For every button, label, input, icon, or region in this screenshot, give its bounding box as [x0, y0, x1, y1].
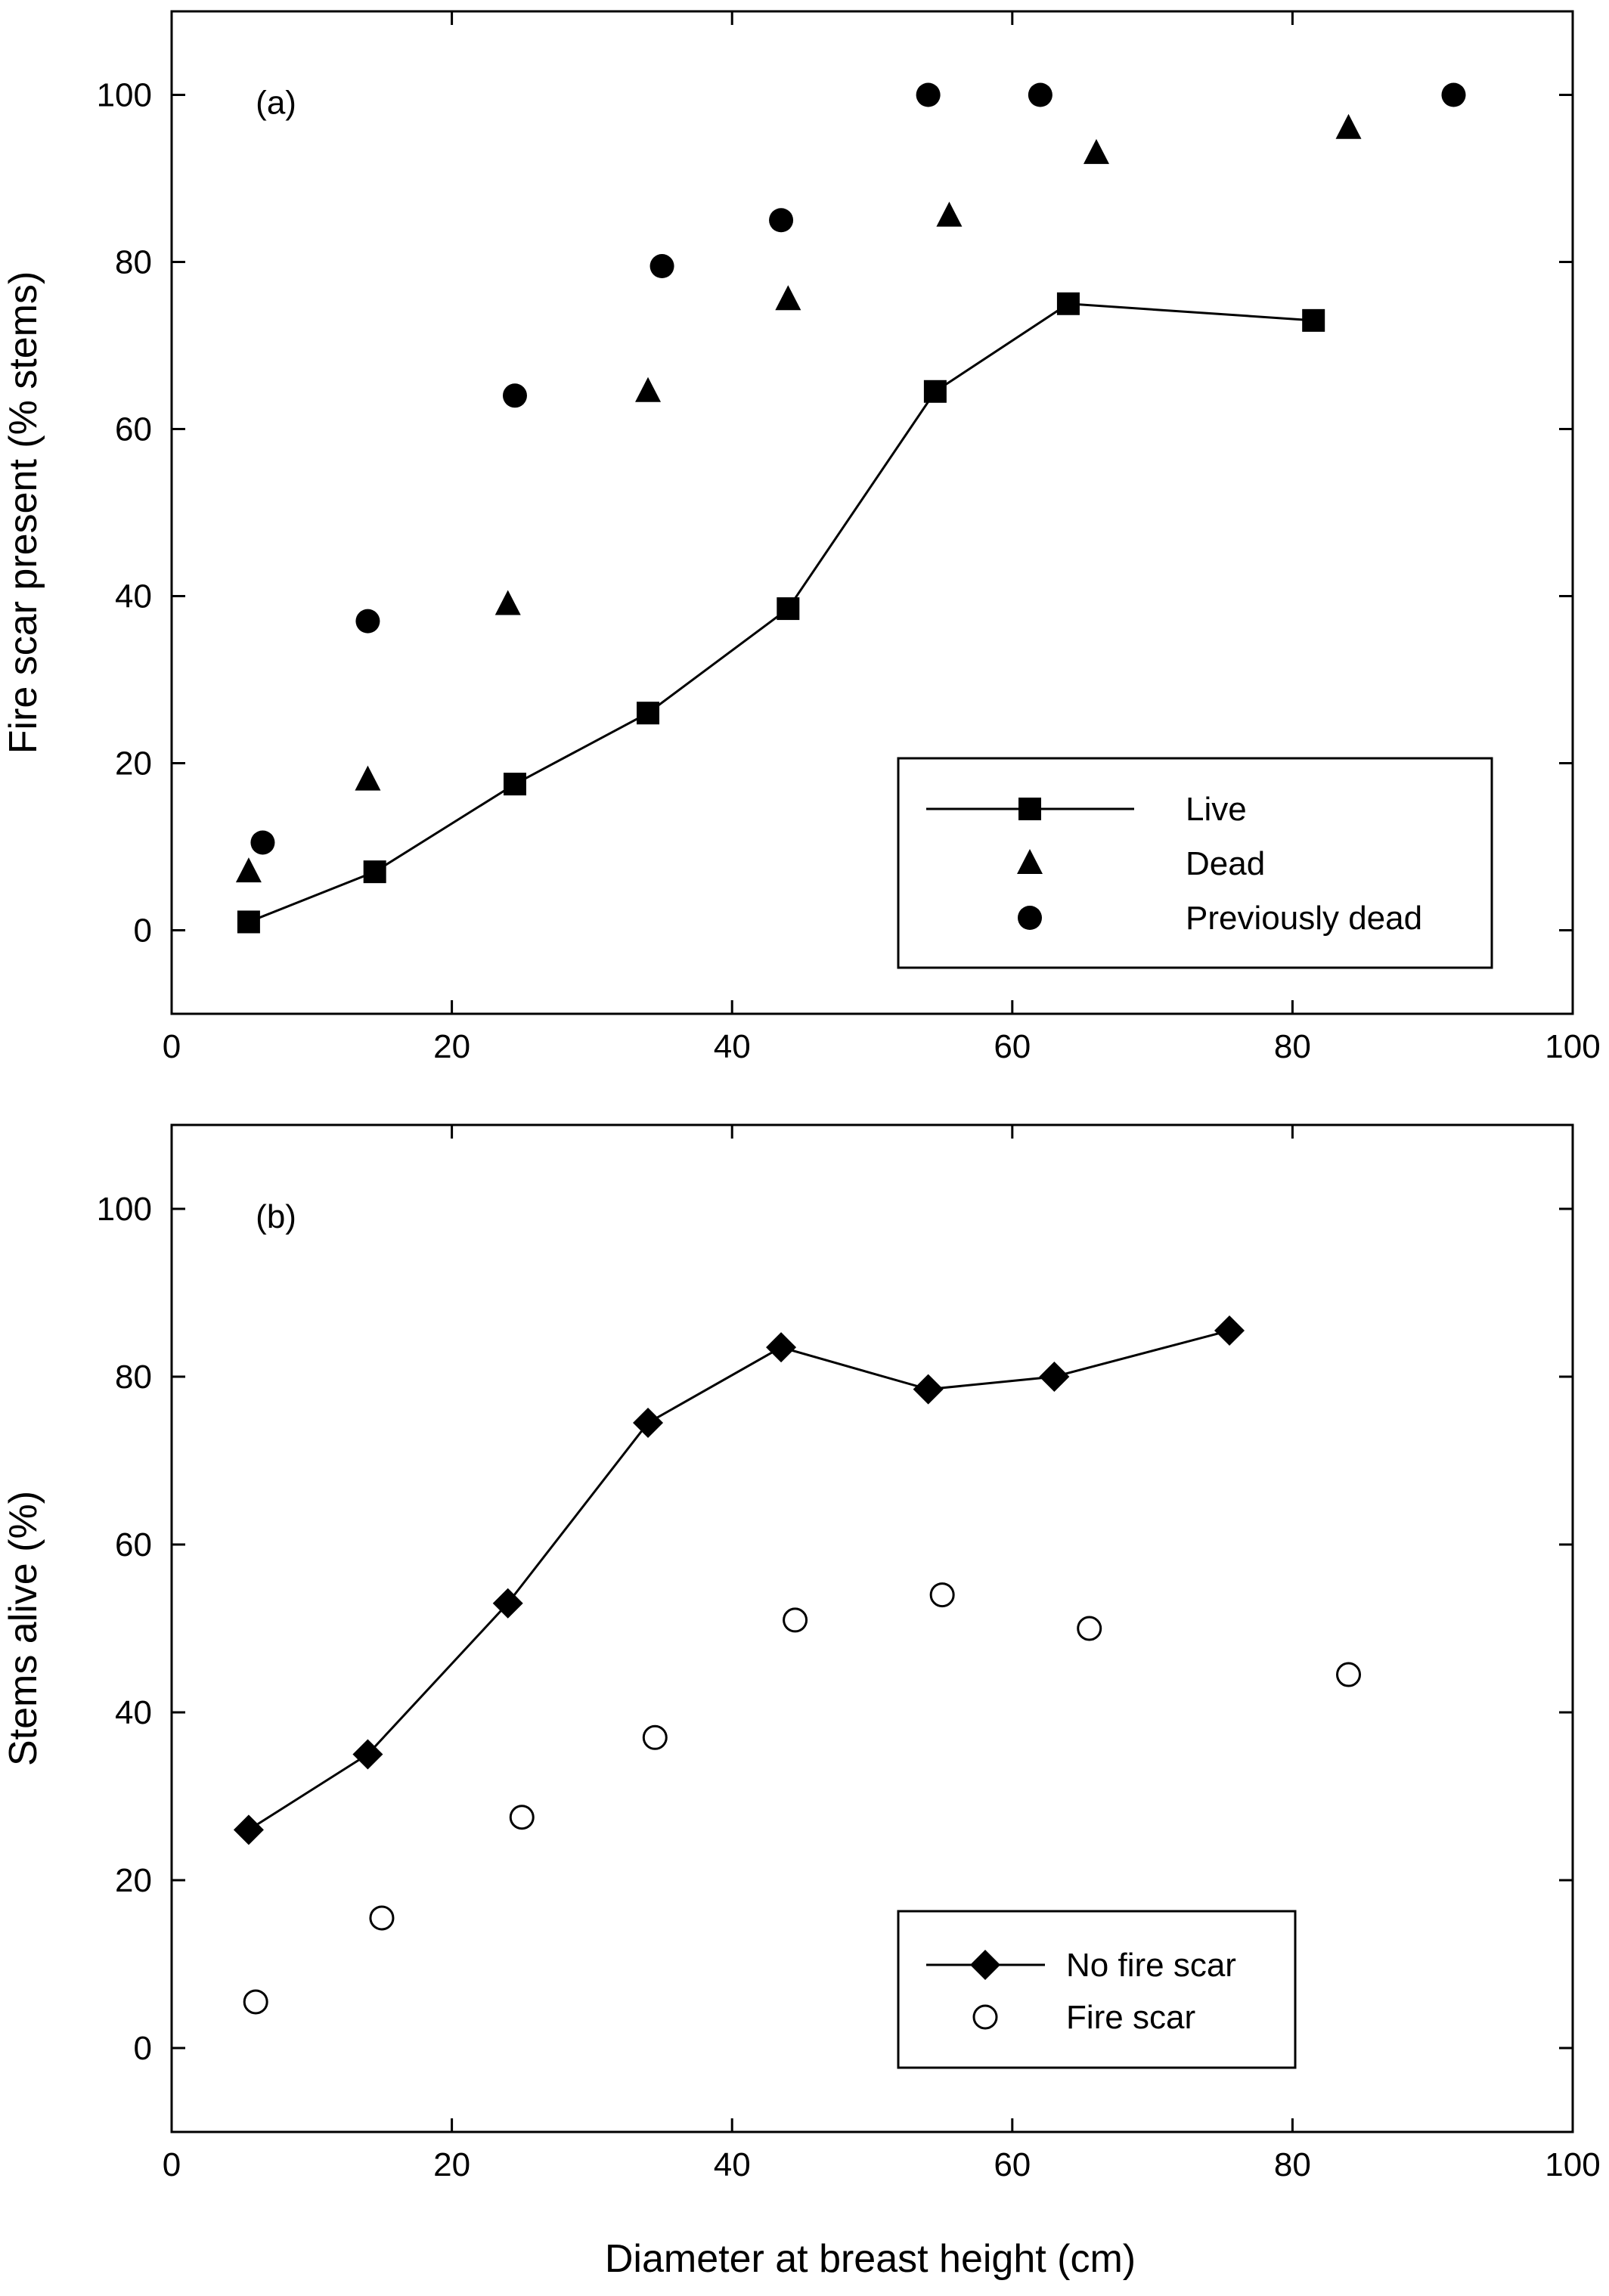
series-previously-dead	[250, 82, 1466, 855]
legend-box	[897, 1910, 1297, 2069]
legend-label: Fire scar	[1066, 1999, 1195, 2036]
x-tick-label: 60	[994, 2146, 1031, 2183]
data-point-circle	[649, 254, 674, 279]
legend-marker-triangle	[1017, 849, 1043, 874]
data-point-diamond	[633, 1408, 664, 1439]
x-axis-title: Diameter at breast height (cm)	[605, 2237, 1136, 2281]
y-tick-label: 40	[115, 1694, 152, 1731]
data-point-triangle	[494, 590, 521, 615]
data-point-square	[1056, 292, 1080, 315]
data-point-circle	[769, 208, 794, 233]
data-point-open-circle	[783, 1607, 808, 1633]
y-tick-label: 100	[97, 1191, 152, 1228]
x-tick-label: 20	[433, 2146, 470, 2183]
data-point-triangle	[235, 857, 262, 883]
data-point-square	[363, 860, 386, 884]
plot-frame	[170, 1123, 1574, 2133]
plot-frame	[170, 10, 1574, 1015]
panel-label: (a)	[256, 85, 296, 122]
y-axis-title: Fire scar present (% stems)	[2, 271, 45, 754]
y-axis-title: Stems alive (%)	[2, 1491, 45, 1766]
data-point-triangle	[1083, 138, 1109, 164]
y-tick-label: 0	[134, 913, 152, 950]
y-tick-label: 0	[134, 2030, 152, 2067]
data-point-square	[1302, 308, 1325, 332]
y-tick-label: 60	[115, 411, 152, 448]
data-point-diamond	[492, 1588, 523, 1619]
y-tick-label: 20	[115, 1862, 152, 1899]
panel-a: 0 20 40 60 80 100 0 20 40 60 80 100 Fire scar presen…	[2, 10, 1601, 1065]
x-tick-label: 60	[994, 1028, 1031, 1065]
legend-label: No fire scar	[1066, 1947, 1236, 1984]
panel-label: (b)	[256, 1198, 296, 1235]
data-point-open-circle	[1077, 1616, 1102, 1641]
data-point-triangle	[355, 765, 381, 791]
x-tick-label: 0	[163, 2146, 181, 2183]
y-tick-label: 100	[97, 77, 152, 114]
x-tick-label: 100	[1545, 1028, 1600, 1065]
legend-marker-square	[1018, 798, 1041, 820]
series-line	[248, 1329, 1230, 1831]
legend-label: Dead	[1186, 845, 1265, 882]
data-point-circle	[1441, 82, 1466, 107]
data-point-square	[777, 597, 800, 621]
data-point-open-circle	[1336, 1662, 1362, 1687]
legend-marker-circle	[1018, 906, 1042, 930]
x-tick-label: 80	[1274, 2146, 1311, 2183]
y-tick-label: 40	[115, 578, 152, 615]
y-tick-label: 80	[115, 1359, 152, 1396]
data-point-square	[237, 910, 260, 934]
panel-b: 0 20 40 60 80 100 0 20 40 60 80 100 Stems alive (%) (…	[2, 1123, 1601, 2183]
data-point-circle	[916, 82, 941, 107]
y-tick-label: 60	[115, 1526, 152, 1563]
data-point-triangle	[775, 285, 801, 311]
legend-marker-diamond	[970, 1950, 1000, 1980]
data-point-triangle	[1335, 113, 1362, 139]
data-point-diamond	[1039, 1362, 1070, 1392]
data-point-square	[923, 380, 947, 403]
data-point-diamond	[1214, 1315, 1245, 1346]
series-live	[237, 292, 1325, 934]
data-point-open-circle	[929, 1582, 955, 1608]
data-point-circle	[355, 609, 380, 634]
data-point-open-circle	[642, 1724, 668, 1750]
x-tick-label: 0	[163, 1028, 181, 1065]
data-point-diamond	[913, 1374, 944, 1405]
data-point-diamond	[233, 1814, 264, 1845]
x-tick-label: 100	[1545, 2146, 1600, 2183]
data-point-triangle	[936, 201, 963, 227]
data-point-circle	[1028, 82, 1053, 107]
x-tick-label: 20	[433, 1028, 470, 1065]
series-dead	[235, 113, 1362, 883]
data-point-diamond	[352, 1739, 383, 1770]
data-point-open-circle	[369, 1905, 395, 1931]
legend-label: Previously dead	[1186, 900, 1422, 937]
x-tick-label: 80	[1274, 1028, 1311, 1065]
y-tick-label: 20	[115, 745, 152, 782]
series-line	[248, 302, 1314, 923]
data-point-triangle	[635, 376, 662, 402]
legend-marker-open-circle	[972, 2004, 998, 2030]
data-point-diamond	[766, 1332, 797, 1363]
y-tick-label: 80	[115, 244, 152, 281]
data-point-open-circle	[509, 1805, 535, 1830]
x-tick-label: 40	[714, 1028, 751, 1065]
legend-label: Live	[1186, 791, 1247, 828]
x-tick-label: 40	[714, 2146, 751, 2183]
legend: Live Dead Previously dead	[897, 757, 1493, 969]
legend-box	[897, 757, 1493, 969]
data-point-open-circle	[243, 1989, 268, 2015]
data-point-square	[637, 702, 660, 725]
data-point-circle	[502, 383, 527, 408]
data-point-square	[503, 773, 526, 796]
data-point-circle	[250, 830, 275, 855]
series-no-fire-scar	[233, 1315, 1245, 1845]
series-fire-scar	[243, 1582, 1362, 2015]
legend: No fire scar Fire scar	[897, 1910, 1297, 2069]
